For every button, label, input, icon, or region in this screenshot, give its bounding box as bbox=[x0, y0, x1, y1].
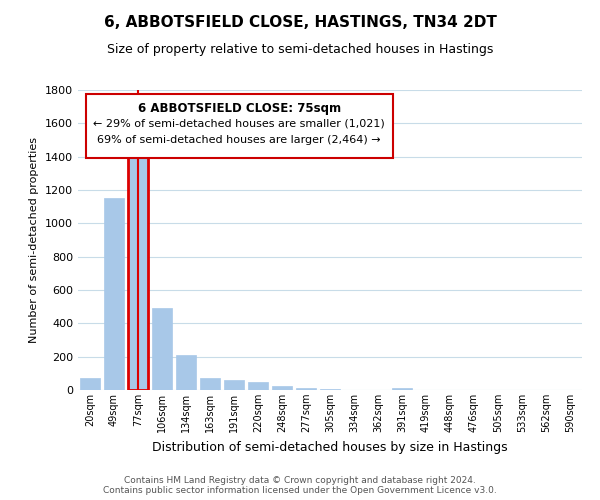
Text: Contains HM Land Registry data © Crown copyright and database right 2024.
Contai: Contains HM Land Registry data © Crown c… bbox=[103, 476, 497, 495]
Bar bbox=[104, 198, 124, 390]
Bar bbox=[248, 382, 268, 390]
FancyBboxPatch shape bbox=[86, 94, 393, 158]
Text: 6 ABBOTSFIELD CLOSE: 75sqm: 6 ABBOTSFIELD CLOSE: 75sqm bbox=[138, 102, 341, 115]
Bar bbox=[272, 386, 292, 390]
Text: 6, ABBOTSFIELD CLOSE, HASTINGS, TN34 2DT: 6, ABBOTSFIELD CLOSE, HASTINGS, TN34 2DT bbox=[104, 15, 496, 30]
Bar bbox=[296, 388, 316, 390]
Text: ← 29% of semi-detached houses are smaller (1,021): ← 29% of semi-detached houses are smalle… bbox=[94, 118, 385, 128]
Text: 69% of semi-detached houses are larger (2,464) →: 69% of semi-detached houses are larger (… bbox=[97, 135, 381, 145]
Bar bbox=[392, 388, 412, 390]
Bar bbox=[200, 378, 220, 390]
X-axis label: Distribution of semi-detached houses by size in Hastings: Distribution of semi-detached houses by … bbox=[152, 440, 508, 454]
Bar bbox=[152, 308, 172, 390]
Text: Size of property relative to semi-detached houses in Hastings: Size of property relative to semi-detach… bbox=[107, 42, 493, 56]
Bar bbox=[224, 380, 244, 390]
Bar bbox=[80, 378, 100, 390]
Bar bbox=[320, 388, 340, 390]
Bar bbox=[128, 154, 148, 390]
Y-axis label: Number of semi-detached properties: Number of semi-detached properties bbox=[29, 137, 40, 343]
Bar bbox=[176, 355, 196, 390]
